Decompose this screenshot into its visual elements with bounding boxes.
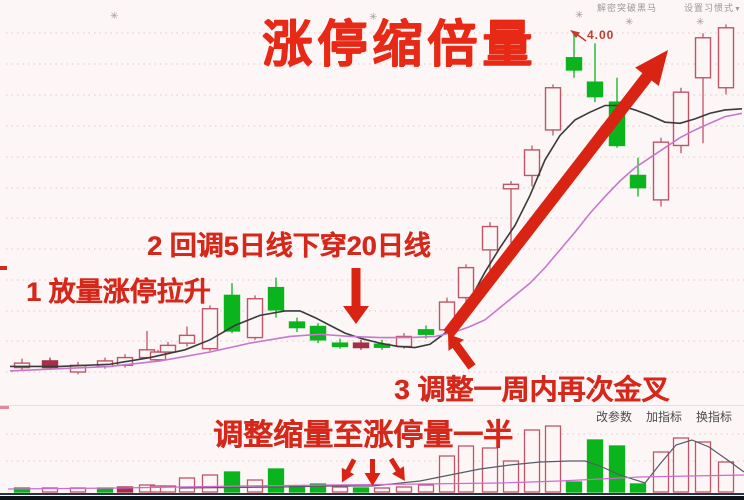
sparkle-icon: ✳: [369, 12, 378, 23]
volume-bar: [178, 477, 196, 493]
pane-divider: [0, 405, 744, 406]
price-label: 4.00: [587, 28, 615, 42]
candle-down: [565, 57, 583, 71]
volume-bar: [352, 487, 370, 493]
candle-down: [288, 321, 306, 329]
candle-down: [267, 286, 285, 311]
volume-bar: [629, 483, 647, 493]
candle-up: [41, 360, 59, 369]
sparkle-icon: ✳: [696, 17, 705, 28]
volume-bar: [481, 447, 499, 493]
volume-bar: [267, 468, 285, 493]
candle-up: [159, 344, 177, 353]
candle-up: [457, 266, 475, 299]
menu-item-right[interactable]: 设置习惯式▼: [684, 3, 742, 13]
volume-bar: [288, 485, 306, 493]
volume-dip-arrow-1: [341, 458, 357, 483]
volume-bar: [309, 483, 327, 493]
volume-bar: [652, 451, 670, 493]
volume-bar: [223, 471, 241, 493]
candle-up: [652, 141, 670, 201]
price-pointer-arrow: [570, 30, 587, 42]
candle-down: [417, 329, 435, 335]
annotation-volume-note: 调整缩量至涨停量一半: [213, 419, 513, 452]
volume-bar: [672, 437, 690, 493]
window-bottom-edge: [0, 496, 744, 500]
volume-bar: [523, 429, 541, 493]
volume-bar: [395, 486, 413, 493]
volume-bar: [116, 486, 134, 493]
candle-up: [672, 91, 690, 147]
candle-up: [352, 342, 370, 349]
annotation-step1: 1 放量涨停拉升: [26, 277, 211, 307]
volume-dip-arrow-2: [364, 459, 381, 486]
candle-up: [178, 334, 196, 344]
chevron-down-icon: ▼: [734, 6, 742, 13]
candle-down: [309, 325, 327, 341]
candle-up: [717, 27, 735, 89]
pullback-down-arrow: [343, 268, 369, 324]
candle-up: [502, 183, 520, 190]
big-rally-arrow: [443, 50, 668, 338]
volume-bar: [373, 487, 391, 493]
menu-item-left[interactable]: 解密突破黑马: [597, 3, 658, 13]
candle-up: [481, 225, 499, 251]
volume-baseline-edge: [0, 493, 744, 495]
sparkle-icon: ✳: [110, 11, 119, 22]
candle-up: [544, 87, 562, 131]
volume-bar: [331, 486, 349, 493]
annotation-step2: 2 回调5日线下穿20日线: [147, 231, 431, 261]
candle-up: [13, 362, 31, 369]
candle-down: [629, 174, 647, 189]
volume-bar: [201, 474, 219, 493]
candle-down: [331, 342, 349, 348]
golden-cross-arrow: [448, 334, 476, 370]
volume-bar: [502, 460, 520, 493]
change-params-button[interactable]: 改参数: [596, 410, 633, 424]
sparkle-icon: ✳: [575, 10, 584, 21]
volume-bar: [717, 461, 735, 493]
volume-ma2-line: [7, 474, 744, 490]
switch-indicator-button[interactable]: 换指标: [696, 410, 733, 424]
volume-bar: [608, 445, 626, 493]
sparkle-icon: ✳: [625, 17, 634, 28]
page-title: 涨停缩倍量: [262, 16, 537, 72]
candle-up: [201, 308, 219, 350]
volume-bar: [565, 481, 583, 493]
candle-down: [586, 81, 604, 98]
left-edge-tick-pink: [0, 405, 9, 409]
indicator-toolbar: 改参数 加指标 换指标 ✕: [596, 408, 744, 425]
candle-down: [223, 294, 241, 332]
add-indicator-button[interactable]: 加指标: [646, 410, 683, 424]
volume-bar: [457, 445, 475, 493]
volume-bar: [159, 485, 177, 493]
volume-bar: [41, 487, 59, 493]
volume-bar: [13, 487, 31, 493]
volume-dip-arrow-3: [388, 457, 405, 482]
annotation-step3: 3 调整一周内再次金叉: [394, 374, 670, 405]
volume-bar: [694, 441, 712, 493]
candle-up: [694, 37, 712, 79]
volume-bar: [417, 484, 435, 493]
ma20-line: [9, 112, 743, 372]
left-edge-tick-red: [0, 266, 7, 270]
volume-ma-line: [179, 439, 744, 489]
candle-up: [523, 149, 541, 177]
volume-bar: [544, 425, 562, 493]
